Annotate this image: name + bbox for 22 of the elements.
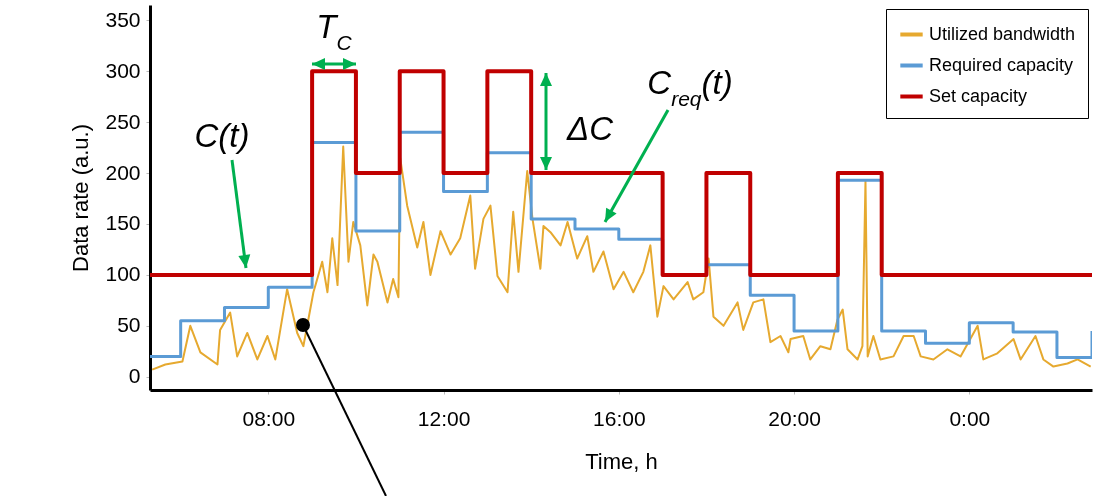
y-axis-title: Data rate (a.u.) bbox=[68, 124, 94, 272]
legend-label: Set capacity bbox=[929, 85, 1028, 106]
y-tick-label: 350 bbox=[105, 7, 141, 31]
x-tick-label: 08:00 bbox=[242, 406, 296, 430]
annotation: C(t) bbox=[194, 117, 250, 154]
legend-label: Required capacity bbox=[929, 54, 1074, 75]
y-tick-label: 100 bbox=[105, 262, 141, 286]
x-tick-label: 20:00 bbox=[768, 406, 821, 430]
y-tick-label: 150 bbox=[105, 211, 141, 235]
x-tick-label: 12:00 bbox=[417, 406, 471, 430]
legend-label: Utilized bandwidth bbox=[929, 23, 1076, 44]
x-tick-label: 0:00 bbox=[949, 406, 991, 430]
y-tick-label: 300 bbox=[105, 58, 141, 82]
x-tick-label: 16:00 bbox=[593, 406, 646, 430]
x-axis-title: Time, h bbox=[585, 448, 658, 474]
y-tick-label: 200 bbox=[105, 160, 141, 184]
y-tick-label: 50 bbox=[117, 313, 141, 337]
y-tick-label: 0 bbox=[128, 364, 141, 388]
annotation: C$_{req}$(t) bbox=[647, 64, 733, 110]
annotation: ΔC bbox=[566, 110, 615, 147]
annotation: T$_{C}$ bbox=[316, 8, 353, 54]
y-tick-label: 250 bbox=[105, 109, 141, 133]
